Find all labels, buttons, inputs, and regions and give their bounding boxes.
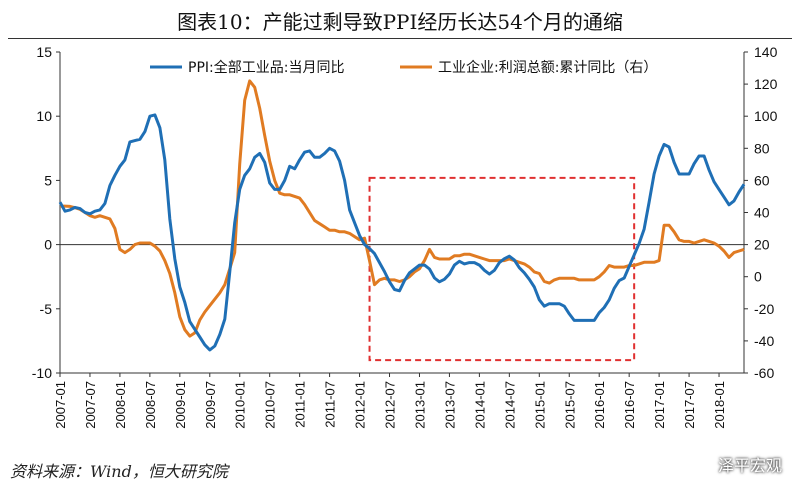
right-tick-label: 40 [754, 205, 770, 221]
right-tick-label: 20 [754, 237, 770, 253]
x-tick-label: 2018-01 [712, 381, 727, 429]
x-tick-label: 2015-07 [562, 381, 577, 429]
x-tick-label: 2012-07 [383, 381, 398, 429]
x-tick-label: 2012-01 [353, 381, 368, 429]
x-tick-label: 2010-07 [263, 381, 278, 429]
right-tick-label: 120 [754, 76, 778, 92]
right-tick-label: -20 [754, 301, 774, 317]
right-tick-label: 100 [754, 108, 778, 124]
right-tick-label: 80 [754, 140, 770, 156]
x-tick-label: 2013-07 [442, 381, 457, 429]
left-tick-label: 0 [44, 237, 52, 253]
source-note: 资料来源：Wind，恒大研究院 [10, 462, 228, 481]
x-tick-label: 2014-01 [472, 381, 487, 429]
x-tick-label: 2015-01 [532, 381, 547, 429]
right-tick-label: -60 [754, 365, 774, 381]
x-tick-label: 2008-07 [143, 381, 158, 429]
right-tick-label: -40 [754, 333, 774, 349]
profit-series-line [60, 79, 745, 338]
left-tick-label: 5 [44, 172, 52, 188]
legend-ppi-label: PPI:全部工业品:当月同比 [188, 59, 344, 76]
chart-title: 图表10：产能过剩导致PPI经历长达54个月的通缩 [177, 10, 623, 34]
x-tick-label: 2009-01 [173, 381, 188, 429]
x-tick-label: 2014-07 [502, 381, 517, 429]
x-tick-label: 2009-07 [203, 381, 218, 429]
watermark: 泽平宏观 [717, 456, 782, 475]
left-tick-label: 10 [36, 108, 52, 124]
x-tick-label: 2011-01 [293, 381, 308, 428]
left-tick-label: -5 [40, 301, 53, 317]
x-tick-label: 2016-07 [622, 381, 637, 429]
left-tick-label: -10 [32, 365, 52, 381]
title-divider [8, 38, 792, 39]
ppi-series-line [58, 113, 746, 352]
x-tick-label: 2007-07 [83, 381, 98, 429]
legend-profit-label: 工业企业:利润总额:累计同比（右） [438, 59, 657, 76]
right-tick-label: 60 [754, 172, 770, 188]
x-tick-label: 2013-01 [412, 381, 427, 429]
x-tick-label: 2010-01 [233, 381, 248, 429]
right-tick-label: 140 [754, 44, 778, 60]
left-tick-label: 15 [36, 44, 52, 60]
deflation-period-box [368, 176, 636, 362]
right-tick-label: 0 [754, 269, 762, 285]
x-tick-label: 2017-01 [652, 381, 667, 429]
x-tick-label: 2016-01 [592, 381, 607, 429]
x-tick-label: 2007-01 [53, 381, 68, 429]
x-tick-label: 2011-07 [323, 381, 338, 428]
x-tick-label: 2008-01 [113, 381, 128, 429]
x-tick-label: 2017-07 [682, 381, 697, 429]
